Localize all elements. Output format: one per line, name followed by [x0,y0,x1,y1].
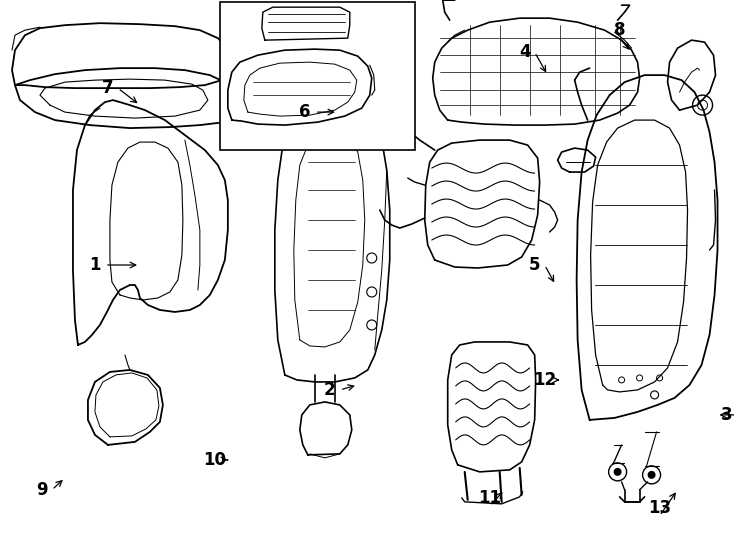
Text: 1: 1 [90,256,101,274]
Text: 9: 9 [36,481,48,499]
Text: 3: 3 [721,406,733,424]
Circle shape [614,468,622,476]
Text: 12: 12 [533,371,556,389]
Text: 10: 10 [203,451,226,469]
Text: 8: 8 [614,21,625,39]
Circle shape [647,471,655,479]
Text: 6: 6 [299,103,310,121]
Text: 2: 2 [324,381,335,399]
Text: 4: 4 [519,43,531,61]
Text: 5: 5 [529,256,540,274]
Text: 7: 7 [102,79,114,97]
Text: 13: 13 [648,499,671,517]
Bar [220,2,415,150]
Text: 11: 11 [478,489,501,507]
